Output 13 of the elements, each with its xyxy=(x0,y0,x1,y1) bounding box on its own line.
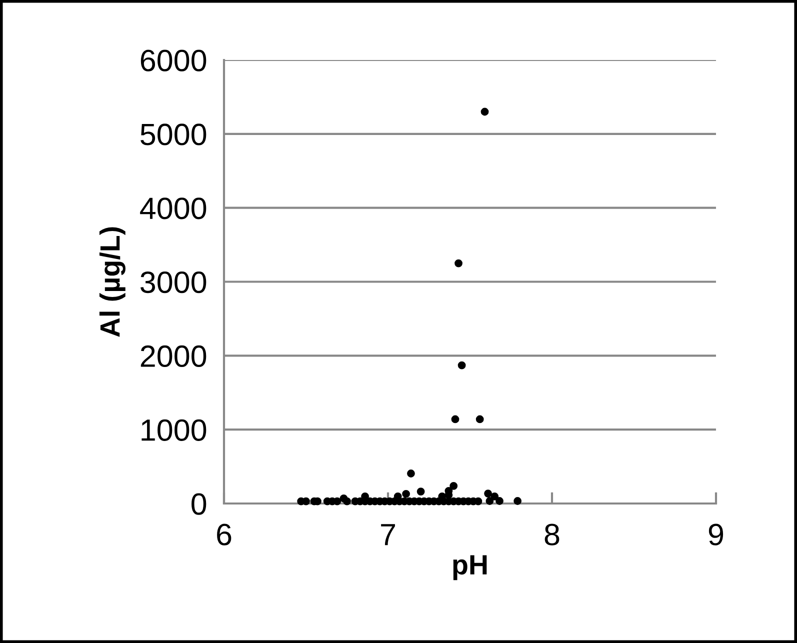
y-tick-label: 2000 xyxy=(140,345,206,368)
y-tick-label: 4000 xyxy=(140,198,206,220)
x-axis-title: pH xyxy=(453,555,487,580)
y-axis-title: Al (µg/L) xyxy=(99,227,126,337)
x-tick-label: 8 xyxy=(544,524,560,546)
x-tick-label: 7 xyxy=(381,524,395,546)
y-tick-label: 3000 xyxy=(140,271,206,294)
y-tick-label: 6000 xyxy=(140,50,206,72)
y-tick-label: 1000 xyxy=(142,419,206,441)
x-tick-label: 6 xyxy=(217,524,232,546)
y-tick-label: 5000 xyxy=(140,124,206,146)
x-tick-label: 9 xyxy=(708,524,724,546)
y-tick-label: 0 xyxy=(192,493,206,515)
